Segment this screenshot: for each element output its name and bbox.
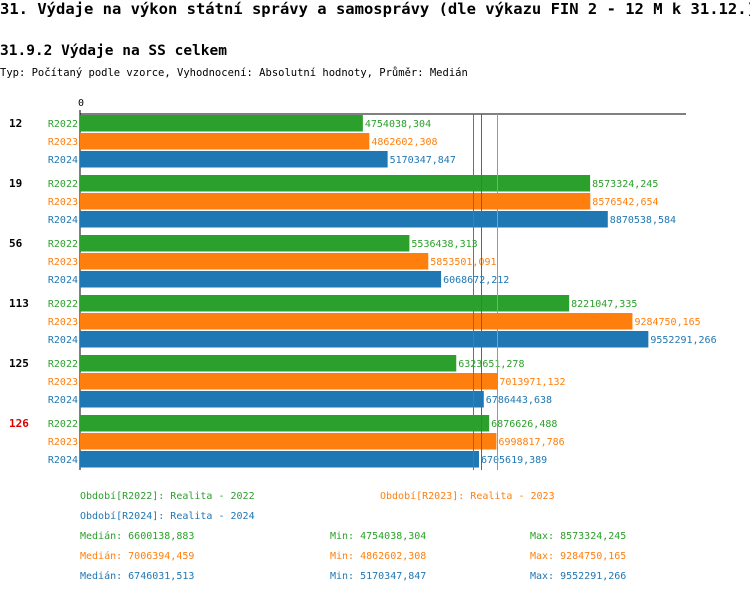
category-label-125: 125 — [9, 357, 29, 370]
series-label-r2024: R2024 — [48, 275, 78, 286]
series-label-r2023: R2023 — [48, 377, 78, 388]
bar-19-r2022 — [80, 175, 591, 192]
series-label-r2022: R2022 — [48, 299, 78, 310]
bar-19-r2023 — [80, 193, 591, 210]
series-label-r2024: R2024 — [48, 455, 78, 466]
stat-max-3: Max: 9552291,266 — [530, 571, 626, 582]
stat-min-3: Min: 5170347,847 — [330, 571, 426, 582]
stat-median-3: Medián: 6746031,513 — [80, 570, 194, 582]
series-label-r2024: R2024 — [48, 155, 78, 166]
page-title: 31. Výdaje na výkon státní správy a samo… — [0, 0, 750, 18]
data-label-12-r2022: 4754038,304 — [365, 119, 431, 130]
bar-126-r2022 — [80, 415, 490, 432]
data-label-113-r2023: 9284750,165 — [634, 317, 700, 328]
bar-56-r2022 — [80, 235, 410, 252]
data-label-56-r2022: 5536438,313 — [411, 239, 477, 250]
data-label-126-r2024: 6705619,389 — [481, 455, 547, 466]
bar-113-r2024 — [80, 331, 649, 348]
category-label-113: 113 — [9, 297, 29, 310]
bar-125-r2024 — [80, 391, 484, 408]
category-label-126: 126 — [9, 417, 29, 430]
series-label-r2023: R2023 — [48, 197, 78, 208]
bar-56-r2023 — [80, 253, 429, 270]
data-label-125-r2023: 7013971,132 — [499, 377, 565, 388]
series-label-r2024: R2024 — [48, 215, 78, 226]
chart-subtitle: 31.9.2 Výdaje na SS celkem — [0, 43, 227, 59]
series-label-r2023: R2023 — [48, 257, 78, 268]
series-label-r2022: R2022 — [48, 419, 78, 430]
bar-113-r2023 — [80, 313, 633, 330]
data-label-19-r2024: 8870538,584 — [610, 215, 676, 226]
bar-113-r2022 — [80, 295, 570, 312]
data-label-12-r2024: 5170347,847 — [390, 155, 456, 166]
stat-max-1: Max: 8573324,245 — [530, 531, 626, 542]
data-label-56-r2024: 6068672,212 — [443, 275, 509, 286]
legend-period-2: Období[R2023]: Realita - 2023 — [380, 490, 555, 502]
axis-zero-label: 0 — [78, 98, 84, 109]
series-label-r2022: R2022 — [48, 119, 78, 130]
data-label-56-r2023: 5853501,091 — [430, 257, 496, 268]
bar-19-r2024 — [80, 211, 608, 228]
series-label-r2023: R2023 — [48, 317, 78, 328]
stat-median-1: Medián: 6600138,883 — [80, 530, 194, 542]
legend-period-1: Období[R2022]: Realita - 2022 — [80, 490, 255, 502]
series-label-r2024: R2024 — [48, 395, 78, 406]
bar-125-r2022 — [80, 355, 457, 372]
data-label-126-r2023: 6998817,786 — [498, 437, 564, 448]
data-label-19-r2022: 8573324,245 — [592, 179, 658, 190]
data-label-113-r2022: 8221047,335 — [571, 299, 637, 310]
series-label-r2023: R2023 — [48, 137, 78, 148]
stat-min-1: Min: 4754038,304 — [330, 531, 426, 542]
stat-max-2: Max: 9284750,165 — [530, 551, 626, 562]
series-label-r2024: R2024 — [48, 335, 78, 346]
series-label-r2023: R2023 — [48, 437, 78, 448]
bar-12-r2023 — [80, 133, 370, 150]
legend-period-3: Období[R2024]: Realita - 2024 — [80, 510, 255, 522]
data-label-19-r2023: 8576542,654 — [592, 197, 658, 208]
stat-min-2: Min: 4862602,308 — [330, 551, 426, 562]
stat-median-2: Medián: 7006394,459 — [80, 550, 194, 562]
bar-126-r2023 — [80, 433, 497, 450]
bar-126-r2024 — [80, 451, 479, 468]
bar-12-r2022 — [80, 115, 363, 132]
category-label-56: 56 — [9, 237, 23, 250]
category-label-19: 19 — [9, 177, 22, 190]
bar-56-r2024 — [80, 271, 442, 288]
series-label-r2022: R2022 — [48, 359, 78, 370]
bar-12-r2024 — [80, 151, 388, 168]
data-label-125-r2024: 6786443,638 — [486, 395, 552, 406]
data-label-126-r2022: 6876626,488 — [491, 419, 557, 430]
chart-type-line: Typ: Počítaný podle vzorce, Vyhodnocení:… — [0, 67, 468, 79]
series-label-r2022: R2022 — [48, 239, 78, 250]
bar-125-r2023 — [80, 373, 498, 390]
data-label-113-r2024: 9552291,266 — [650, 335, 716, 346]
category-label-12: 12 — [9, 117, 22, 130]
data-label-125-r2022: 6323651,278 — [458, 359, 524, 370]
data-label-12-r2023: 4862602,308 — [371, 137, 437, 148]
series-label-r2022: R2022 — [48, 179, 78, 190]
